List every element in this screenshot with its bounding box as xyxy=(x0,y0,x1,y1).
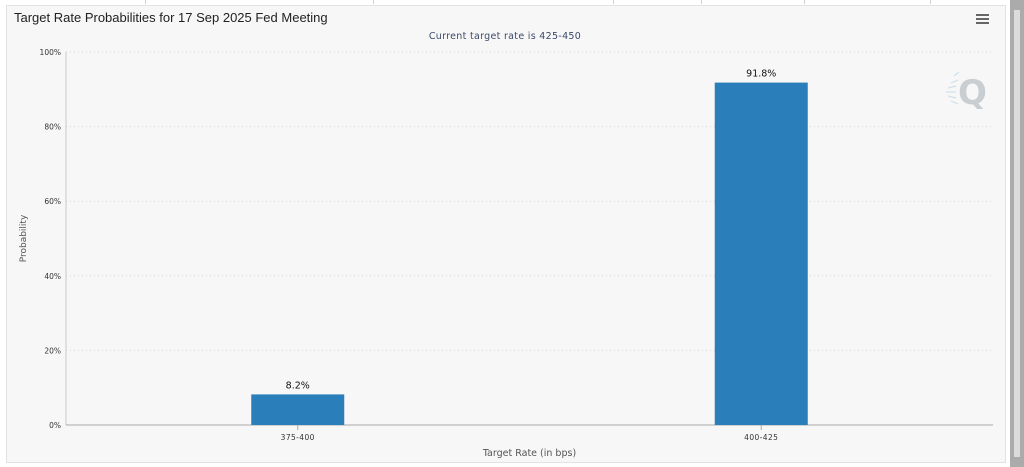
chart-subtitle: Current target rate is 425-450 xyxy=(428,31,582,42)
y-tick-label: 80% xyxy=(44,123,61,132)
scrollbar-thumb[interactable] xyxy=(1014,10,1020,457)
y-tick-label: 60% xyxy=(44,197,61,206)
x-tick-label: 375-400 xyxy=(281,433,315,442)
x-axis-title: Target Rate (in bps) xyxy=(482,448,576,459)
table-cell-edge xyxy=(613,0,702,4)
vertical-scrollbar[interactable] xyxy=(1010,0,1024,467)
table-cell-edge xyxy=(804,0,931,4)
hamburger-menu-icon[interactable] xyxy=(976,14,989,25)
y-axis-title: Probability xyxy=(19,214,29,262)
table-cell-edge xyxy=(373,0,614,4)
watermark-letter: Q xyxy=(958,73,986,112)
data-label: 8.2% xyxy=(286,380,310,391)
chart-panel xyxy=(6,5,1006,463)
x-tick-label: 400-425 xyxy=(744,433,778,442)
table-cell-edge xyxy=(0,0,146,4)
table-cell-edge xyxy=(145,0,374,4)
top-table-edge xyxy=(0,0,1010,4)
q-watermark-icon: Q xyxy=(946,71,986,112)
y-tick-label: 40% xyxy=(44,272,61,281)
y-tick-label: 100% xyxy=(40,48,61,57)
table-cell-edge xyxy=(710,0,805,4)
chart-title: Target Rate Probabilities for 17 Sep 202… xyxy=(14,10,328,25)
y-tick-label: 20% xyxy=(44,346,61,355)
bar-375-400 xyxy=(251,394,345,425)
data-label: 91.8% xyxy=(746,69,776,80)
bar-400-425 xyxy=(714,82,808,425)
y-tick-label: 0% xyxy=(49,421,61,430)
